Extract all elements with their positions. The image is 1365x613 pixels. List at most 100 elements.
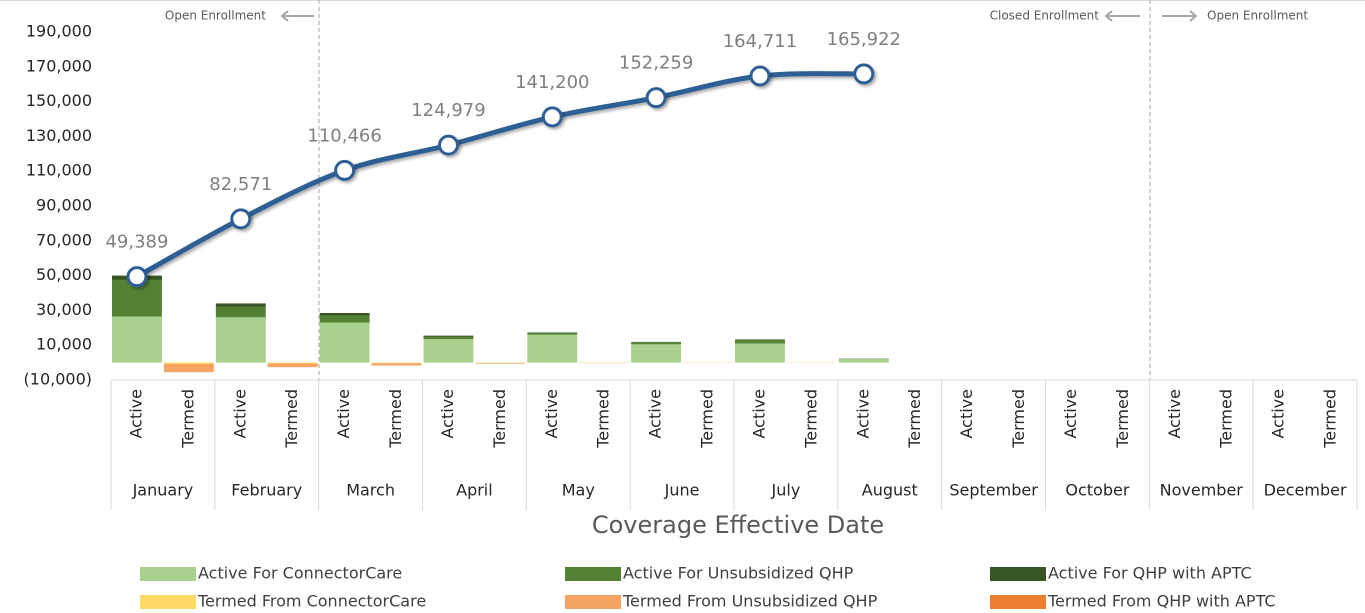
subcategory-label: Active	[334, 389, 353, 439]
bar-segment	[631, 342, 682, 345]
legend-label: Termed From QHP with APTC	[1047, 592, 1276, 611]
y-tick-label: 150,000	[26, 91, 92, 110]
month-label: March	[346, 481, 395, 500]
legend-swatch	[565, 567, 621, 581]
subcategory-label: Termed	[282, 389, 301, 449]
legend-swatch	[140, 595, 196, 609]
y-tick-label: 90,000	[36, 196, 92, 215]
bar-segment	[475, 362, 526, 364]
y-tick-label: 70,000	[36, 230, 92, 249]
y-tick-label: 10,000	[36, 335, 92, 354]
bar-segment	[423, 339, 474, 363]
bar-segment	[527, 333, 578, 335]
bar-segment	[371, 363, 422, 366]
subcategory-label: Active	[853, 389, 872, 439]
legend-label: Active For Unsubsidized QHP	[623, 564, 854, 583]
annotation: Open Enrollment	[1207, 9, 1308, 23]
subcategory-label: Active	[749, 389, 768, 439]
data-label: 49,389	[105, 232, 168, 253]
legend-label: Termed From ConnectorCare	[197, 592, 426, 611]
y-tick-label: (10,000)	[24, 370, 92, 389]
month-label: September	[949, 481, 1038, 500]
line-marker	[437, 134, 459, 156]
bar-segment	[319, 322, 370, 363]
legend-swatch	[990, 595, 1046, 609]
subcategory-label: Active	[1269, 389, 1288, 439]
data-label: 82,571	[209, 174, 272, 195]
month-label: August	[862, 481, 918, 500]
y-tick-label: 130,000	[26, 126, 92, 145]
bar-segment	[735, 339, 785, 344]
subcategory-label: Termed	[1321, 389, 1340, 449]
line-marker	[645, 87, 667, 109]
bar-segment	[319, 313, 370, 316]
subcategory-label: Active	[230, 389, 249, 439]
subcategory-label: Termed	[1113, 389, 1132, 449]
data-label: 165,922	[827, 29, 901, 50]
bar-segment	[163, 362, 214, 364]
legend-label: Active For QHP with APTC	[1048, 564, 1252, 583]
subcategory-label: Termed	[801, 389, 820, 449]
arrow	[1162, 10, 1198, 22]
bar-segment	[735, 339, 785, 340]
bar-segment	[527, 334, 578, 363]
line-marker	[126, 266, 148, 288]
bar-segment	[267, 362, 318, 364]
bar-segment	[423, 336, 474, 340]
subcategory-label: Termed	[178, 389, 197, 449]
subcategory-label: Termed	[698, 389, 717, 449]
line-marker	[230, 208, 252, 230]
line-marker	[541, 106, 563, 128]
subcategory-label: Active	[1165, 389, 1184, 439]
bar-segment	[319, 315, 370, 323]
month-label: June	[664, 481, 700, 500]
legend-swatch	[140, 567, 196, 581]
month-label: November	[1160, 481, 1244, 500]
legend-swatch	[990, 567, 1046, 581]
line	[135, 71, 864, 279]
data-label: 164,711	[723, 31, 797, 52]
subcategory-label: Active	[1061, 389, 1080, 439]
y-tick-label: 110,000	[26, 161, 92, 180]
subcategory-label: Termed	[386, 389, 405, 449]
month-label: December	[1264, 481, 1347, 500]
subcategory-label: Active	[438, 389, 457, 439]
annotation: Closed Enrollment	[990, 9, 1100, 23]
subcategory-label: Termed	[905, 389, 924, 449]
subcategory-label: Active	[957, 389, 976, 439]
arrow	[1104, 10, 1140, 22]
y-tick-label: 30,000	[36, 300, 92, 319]
subcategory-label: Termed	[594, 389, 613, 449]
bar-segment	[163, 363, 214, 372]
subcategory-label: Active	[542, 389, 561, 439]
bar-segment	[215, 306, 266, 318]
line-marker	[853, 63, 875, 85]
month-label: February	[231, 481, 302, 500]
legend-swatch	[565, 595, 621, 609]
bar-segment	[112, 316, 162, 363]
month-label: April	[456, 481, 493, 500]
subcategory-label: Active	[126, 389, 145, 439]
subcategory-label: Termed	[1009, 389, 1028, 449]
bar-segment	[527, 332, 578, 334]
line-marker	[749, 65, 771, 87]
data-label: 141,200	[515, 72, 589, 93]
data-label: 152,259	[619, 53, 693, 74]
y-tick-label: 190,000	[26, 22, 92, 41]
data-label: 124,979	[411, 100, 485, 121]
subcategory-label: Active	[646, 389, 665, 439]
y-tick-label: 50,000	[36, 265, 92, 284]
bar-segment	[215, 317, 266, 363]
arrow	[280, 10, 314, 22]
bar-segment	[735, 343, 785, 363]
line-marker	[334, 159, 356, 181]
subcategory-label: Termed	[1217, 389, 1236, 449]
bar-segment	[215, 303, 266, 307]
month-label: July	[771, 481, 801, 500]
month-label: January	[132, 481, 194, 500]
bar-segment	[423, 335, 474, 337]
data-label: 110,466	[307, 125, 381, 146]
subcategory-label: Termed	[490, 389, 509, 449]
month-label: October	[1065, 481, 1129, 500]
